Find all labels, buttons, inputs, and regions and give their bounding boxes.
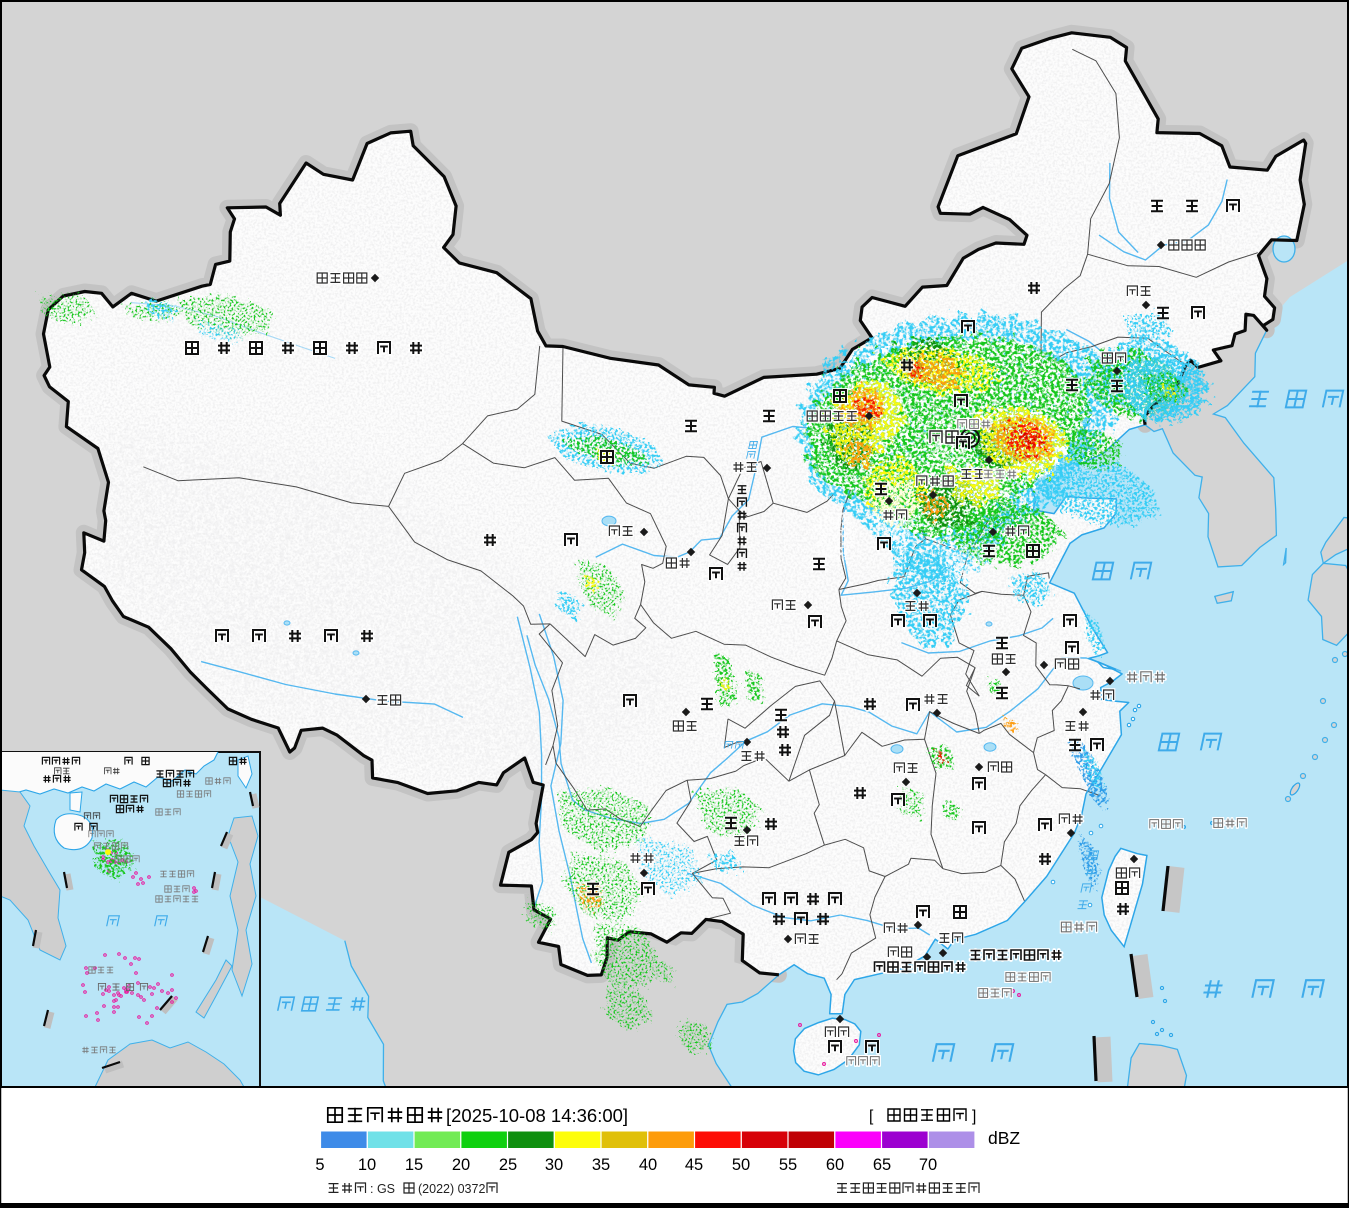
- svg-text:[2025-10-08 14:36:00]: [2025-10-08 14:36:00]: [446, 1105, 628, 1126]
- svg-text:65: 65: [873, 1156, 891, 1174]
- svg-text:10: 10: [358, 1156, 376, 1174]
- svg-text:50: 50: [732, 1156, 750, 1174]
- svg-text:[: [: [869, 1108, 874, 1125]
- svg-text:(2022) 0372: (2022) 0372: [418, 1182, 485, 1196]
- svg-text:70: 70: [919, 1156, 937, 1174]
- svg-text:35: 35: [592, 1156, 610, 1174]
- svg-text:40: 40: [639, 1156, 657, 1174]
- svg-text:25: 25: [499, 1156, 517, 1174]
- svg-text:20: 20: [452, 1156, 470, 1174]
- svg-text:60: 60: [826, 1156, 844, 1174]
- svg-text:15: 15: [405, 1156, 423, 1174]
- svg-text:]: ]: [972, 1108, 976, 1125]
- svg-text:5: 5: [315, 1156, 324, 1174]
- svg-text:55: 55: [779, 1156, 797, 1174]
- svg-text:30: 30: [545, 1156, 563, 1174]
- svg-text:45: 45: [685, 1156, 703, 1174]
- svg-text:: GS: : GS: [370, 1182, 395, 1196]
- svg-text:dBZ: dBZ: [988, 1128, 1020, 1148]
